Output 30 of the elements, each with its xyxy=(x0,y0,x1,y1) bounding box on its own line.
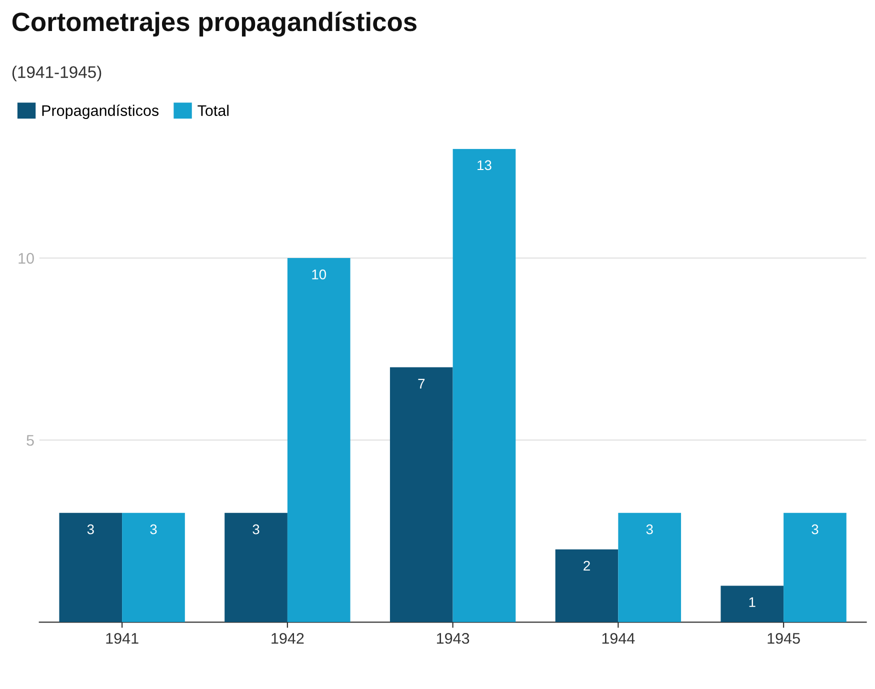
bar xyxy=(618,512,682,622)
bar xyxy=(784,512,846,622)
bar xyxy=(555,549,618,622)
legend-label: Propagandísticos xyxy=(42,104,159,120)
bar xyxy=(390,367,453,622)
x-tick-label: 1945 xyxy=(768,632,800,644)
data-label: 2 xyxy=(584,560,590,571)
bar xyxy=(720,586,784,622)
data-label: 3 xyxy=(646,524,653,534)
chart-title: Cortometrajes propagandísticos xyxy=(12,12,416,37)
data-label: 3 xyxy=(812,524,818,534)
bar xyxy=(122,512,185,622)
bar xyxy=(287,258,350,622)
chart-subtitle: (1941-1945) xyxy=(12,66,102,82)
legend-label: Total xyxy=(198,104,229,116)
bar xyxy=(452,148,516,622)
x-tick-label: 1944 xyxy=(602,632,635,644)
y-tick-label: 5 xyxy=(26,435,34,446)
x-tick-label: 1942 xyxy=(272,632,304,644)
data-label: 13 xyxy=(478,160,492,170)
data-label: 3 xyxy=(150,524,157,534)
x-tick-label: 1943 xyxy=(436,632,470,644)
data-label: 3 xyxy=(252,524,260,534)
data-label: 10 xyxy=(312,270,326,280)
data-label: 7 xyxy=(418,378,425,388)
x-tick-label: 1941 xyxy=(106,632,138,644)
bar xyxy=(59,512,122,622)
data-label: 1 xyxy=(749,597,756,607)
data-label: 3 xyxy=(87,524,94,534)
bar xyxy=(224,512,288,622)
